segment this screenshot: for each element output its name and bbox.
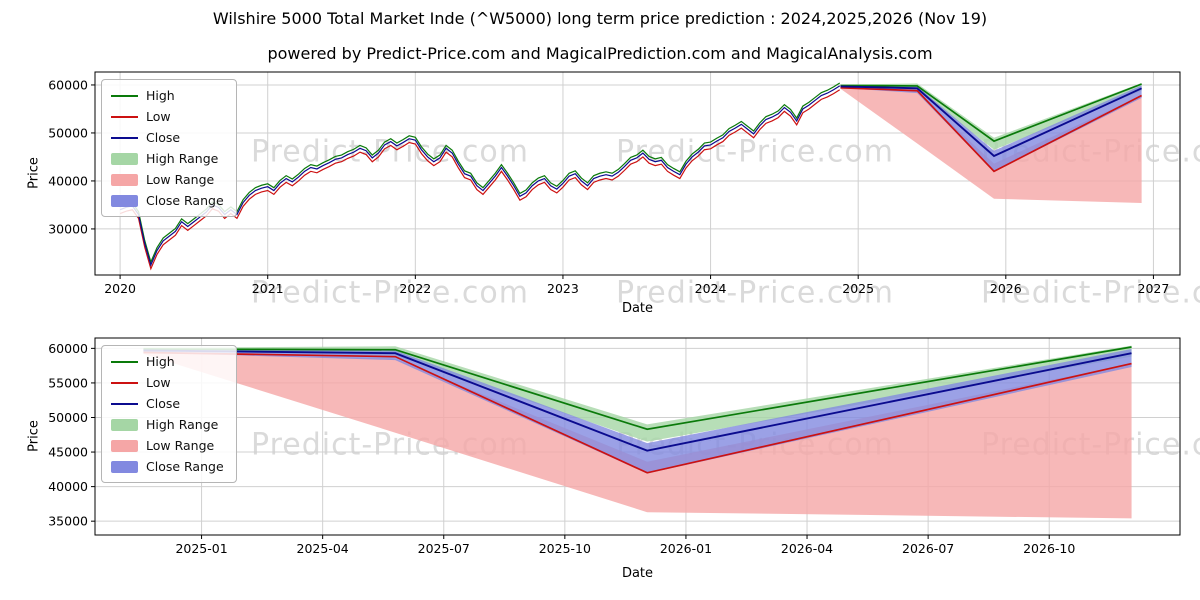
low_range-swatch	[111, 439, 138, 452]
chart-history-and-forecast: 2020 2021 2022 2023 2024 2025 2026 2027 30000 400…	[48, 71, 1181, 296]
legend-label-low: Low	[146, 375, 171, 390]
x-tick-label: 2020	[104, 281, 136, 296]
legend-label-close_range: Close Range	[146, 459, 224, 474]
x-tick-label: 2022	[399, 281, 431, 296]
legend-label-close: Close	[146, 396, 181, 411]
legend-item-high: High	[111, 88, 224, 103]
legend-label-low_range: Low Range	[146, 172, 215, 187]
page-title: Wilshire 5000 Total Market Inde (^W5000)…	[212, 9, 988, 28]
top-y-axis-label: Price	[26, 157, 42, 189]
y-tick-label: 35000	[48, 514, 88, 529]
low-range-band	[143, 351, 1132, 519]
high-swatch	[111, 94, 138, 97]
x-tick-label: 2026	[990, 281, 1022, 296]
watermark-text: Predict-Price.com	[251, 134, 529, 170]
x-tick-label: 2025	[842, 281, 874, 296]
legend-item-close: Close	[111, 130, 224, 145]
watermark-text: Predict-Price.com	[616, 275, 894, 311]
legend-item-low_range: Low Range	[111, 172, 224, 187]
forecast-close-line	[143, 349, 1132, 452]
y-tick-label: 50000	[48, 125, 88, 140]
high-swatch	[111, 360, 138, 363]
y-tick-label: 60000	[48, 77, 88, 92]
plot-border	[94, 71, 1181, 276]
low-swatch	[111, 115, 138, 118]
high_range-swatch	[111, 418, 138, 431]
y-tick-label: 45000	[48, 445, 88, 460]
close-range-band	[143, 349, 1132, 474]
chart-forecast-detail: 2025-01 2025-04 2025-07 2025-10 2026-01 2026-…	[48, 337, 1181, 556]
x-tick-label: 2025-01	[175, 541, 227, 556]
low-swatch	[111, 381, 138, 384]
forecast-close-line	[840, 85, 1143, 158]
legend-item-low: Low	[111, 109, 224, 124]
y-tick-label: 30000	[48, 221, 88, 236]
forecast-high-line	[143, 346, 1132, 431]
y-tick-label: 50000	[48, 410, 88, 425]
x-tick-label: 2027	[1138, 281, 1170, 296]
bottom-y-axis-label: Price	[26, 420, 42, 452]
high-range-band	[840, 83, 1142, 150]
legend-label-high_range: High Range	[146, 417, 219, 432]
close-swatch	[111, 136, 138, 139]
close_range-swatch	[111, 194, 138, 207]
close-swatch	[111, 402, 138, 405]
x-tick-label: 2025-10	[539, 541, 591, 556]
high_range-swatch	[111, 152, 138, 165]
legend-label-low_range: Low Range	[146, 438, 215, 453]
close_range-swatch	[111, 460, 138, 473]
page-subtitle: powered by Predict-Price.com and Magical…	[267, 44, 933, 63]
legend-item-close_range: Close Range	[111, 193, 224, 208]
legend-label-low: Low	[146, 109, 171, 124]
x-tick-label: 2026-10	[1023, 541, 1075, 556]
x-tick-label: 2026-01	[660, 541, 712, 556]
legend-label-close: Close	[146, 130, 181, 145]
x-tick-label: 2024	[695, 281, 727, 296]
legend-bottom-chart: High Low Close High Range Low Range Close Ran…	[101, 345, 237, 483]
history-low-line	[119, 89, 841, 271]
y-tick-label: 40000	[48, 479, 88, 494]
legend-item-high_range: High Range	[111, 417, 224, 432]
legend-item-close: Close	[111, 396, 224, 411]
watermark-text: Predict-Price.com	[616, 134, 894, 170]
plot-border	[94, 337, 1181, 536]
high-range-band	[143, 345, 1132, 442]
x-tick-label: 2025-07	[418, 541, 470, 556]
y-tick-label: 55000	[48, 375, 88, 390]
forecast-high-line	[840, 83, 1142, 143]
y-tick-label: 40000	[48, 173, 88, 188]
history-close-line	[119, 85, 841, 267]
legend-label-close_range: Close Range	[146, 193, 224, 208]
watermark-text: Predict-Price.com	[251, 275, 529, 311]
legend-item-high: High	[111, 354, 224, 369]
legend-item-low: Low	[111, 375, 224, 390]
x-tick-label: 2025-04	[297, 541, 349, 556]
legend-top-chart: High Low Close High Range Low Range Close Ran…	[101, 79, 237, 217]
x-tick-label: 2026-07	[902, 541, 954, 556]
legend-label-high: High	[146, 88, 175, 103]
top-x-axis-label: Date	[621, 301, 654, 316]
watermark-text: Predict-Price.com	[981, 275, 1200, 311]
legend-item-high_range: High Range	[111, 151, 224, 166]
legend-label-high_range: High Range	[146, 151, 219, 166]
low-range-band	[840, 86, 1142, 204]
legend-item-close_range: Close Range	[111, 459, 224, 474]
bottom-x-axis-label: Date	[621, 566, 654, 581]
legend-label-high: High	[146, 354, 175, 369]
x-tick-label: 2026-04	[781, 541, 833, 556]
history-high-line	[119, 82, 841, 264]
y-tick-label: 60000	[48, 341, 88, 356]
low_range-swatch	[111, 173, 138, 186]
legend-item-low_range: Low Range	[111, 438, 224, 453]
x-tick-label: 2023	[547, 281, 579, 296]
x-tick-label: 2021	[252, 281, 284, 296]
forecast-low-line	[840, 86, 1143, 173]
forecast-low-line	[143, 351, 1132, 474]
